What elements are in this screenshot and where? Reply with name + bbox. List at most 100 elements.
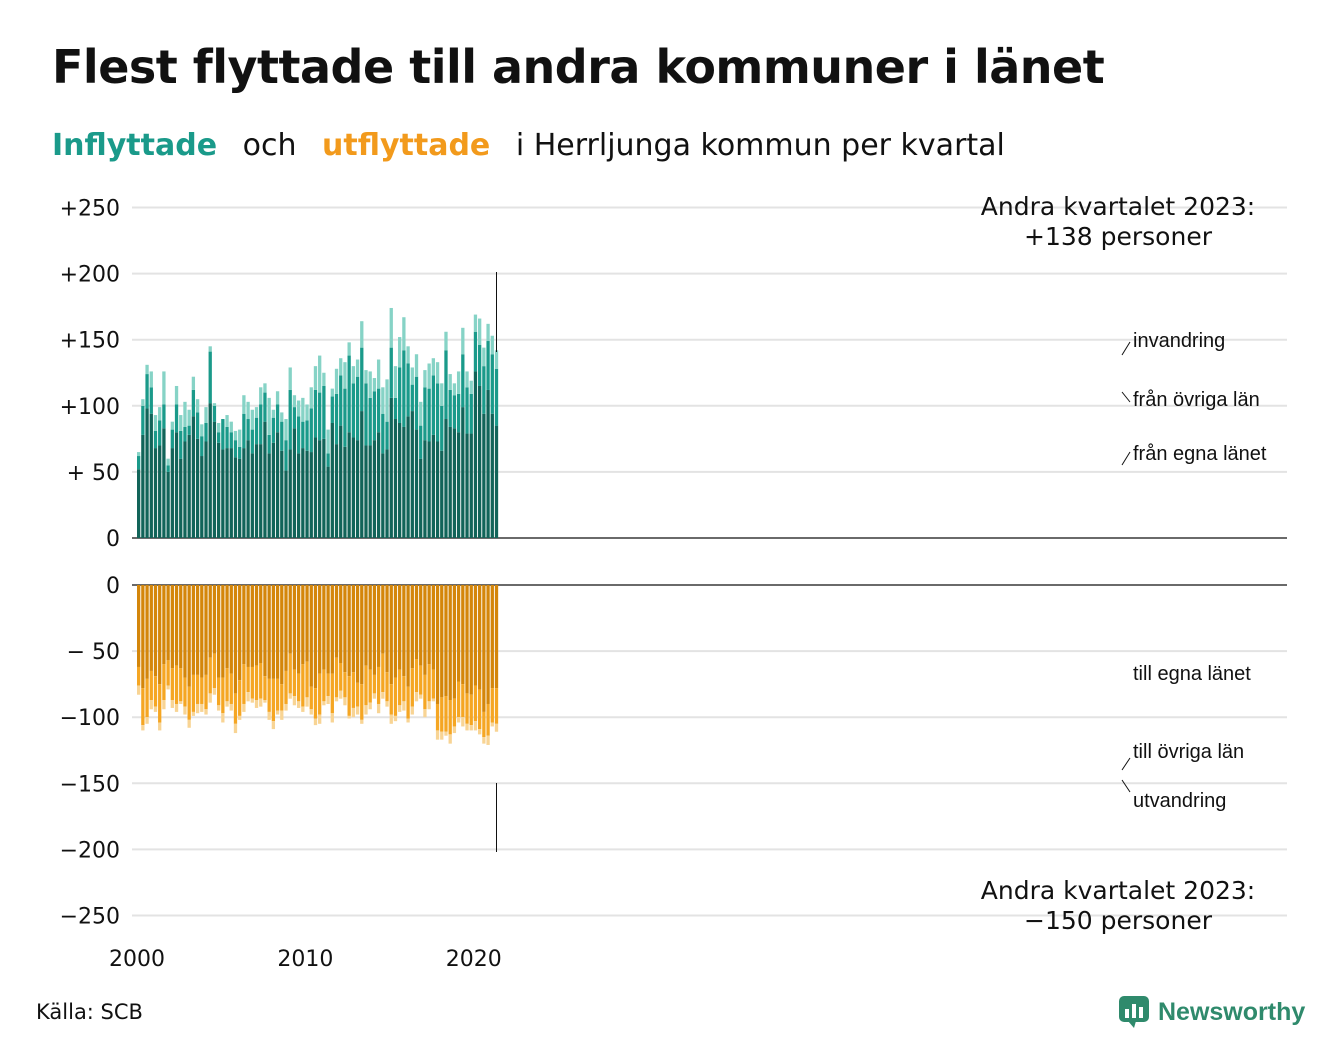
bar-inflow-other-counties <box>343 388 347 447</box>
bar-outflow-emigration <box>170 700 174 708</box>
bar-inflow-immigration <box>288 367 292 390</box>
bar-inflow-immigration <box>318 355 322 393</box>
bar-outflow-other-counties <box>419 665 423 695</box>
bar-inflow-other-counties <box>478 344 482 386</box>
bar-outflow-other-counties <box>351 672 356 708</box>
bar-inflow-other-counties <box>141 405 145 435</box>
bar-inflow-immigration <box>137 452 141 457</box>
bar-inflow-own-county <box>259 444 263 538</box>
bar-inflow-immigration <box>334 368 339 394</box>
bar-inflow-other-counties <box>271 417 276 443</box>
bar-inflow-other-counties <box>406 363 410 417</box>
subtitle-rest: i Herrljunga kommun per kvartal <box>515 128 1005 163</box>
bar-inflow-immigration <box>389 307 393 348</box>
bar-outflow-emigration <box>191 711 196 716</box>
bar-inflow-own-county <box>465 433 469 538</box>
bar-inflow-own-county <box>183 441 187 538</box>
bar-outflow-other-counties <box>486 703 490 736</box>
y-tick-label-bottom: −150 <box>60 772 120 797</box>
bar-outflow-other-counties <box>305 661 309 698</box>
bar-outflow-emigration <box>153 706 158 712</box>
bar-inflow-other-counties <box>246 419 250 441</box>
bar-outflow-other-counties <box>393 677 398 716</box>
bar-outflow-own-county <box>410 585 414 669</box>
bar-outflow-other-counties <box>478 689 482 730</box>
bar-inflow-immigration <box>174 385 179 405</box>
bar-inflow-immigration <box>410 367 414 385</box>
bar-outflow-emigration <box>242 703 246 712</box>
y-tick-label-bottom: −200 <box>60 838 120 863</box>
bar-inflow-other-counties <box>153 430 158 449</box>
bar-outflow-emigration <box>174 703 179 712</box>
bar-outflow-other-counties <box>141 688 145 726</box>
bar-inflow-other-counties <box>191 389 196 417</box>
bar-outflow-other-counties <box>216 677 221 706</box>
bar-inflow-immigration <box>145 364 149 375</box>
bar-outflow-emigration <box>393 715 398 722</box>
bar-outflow-own-county <box>221 585 225 678</box>
bar-outflow-own-county <box>322 585 326 670</box>
bar-outflow-own-county <box>153 585 158 677</box>
bar-inflow-own-county <box>444 419 448 538</box>
x-tick-label: 2020 <box>446 947 502 972</box>
bar-outflow-other-counties <box>482 711 486 738</box>
bar-outflow-other-counties <box>448 700 452 735</box>
bar-inflow-own-county <box>141 434 145 538</box>
bar-outflow-emigration <box>179 701 183 704</box>
bar-inflow-own-county <box>385 449 389 538</box>
bar-inflow-other-counties <box>259 404 263 445</box>
bar-outflow-other-counties <box>322 669 326 702</box>
bar-inflow-other-counties <box>339 375 343 426</box>
bar-inflow-other-counties <box>318 392 322 441</box>
bar-inflow-own-county <box>250 453 254 538</box>
bar-inflow-immigration <box>452 383 457 396</box>
bar-outflow-own-county <box>355 585 360 683</box>
bar-inflow-immigration <box>179 415 183 431</box>
bar-outflow-other-counties <box>158 684 162 723</box>
bar-inflow-other-counties <box>389 347 393 398</box>
y-tick-label-bottom: −100 <box>60 706 120 731</box>
bar-inflow-other-counties <box>351 383 356 438</box>
bar-inflow-own-county <box>490 413 494 538</box>
bar-inflow-immigration <box>259 387 263 405</box>
bar-inflow-own-county <box>292 428 297 538</box>
bar-inflow-immigration <box>461 327 465 355</box>
bar-outflow-emigration <box>326 696 330 704</box>
bar-outflow-other-counties <box>296 673 301 702</box>
bar-outflow-other-counties <box>292 669 297 697</box>
bar-outflow-emigration <box>423 709 427 718</box>
bar-outflow-emigration <box>149 700 153 710</box>
bar-outflow-emigration <box>351 707 356 718</box>
bar-inflow-own-county <box>212 421 217 538</box>
bar-inflow-immigration <box>250 409 254 430</box>
bar-outflow-own-county <box>183 585 187 678</box>
bar-inflow-immigration <box>212 403 217 406</box>
bar-outflow-emigration <box>402 701 406 711</box>
bar-inflow-immigration <box>271 409 276 418</box>
chart-title: Flest flyttade till andra kommuner i län… <box>52 40 1105 94</box>
series-label-inflow-other-counties-leader <box>1121 391 1131 403</box>
bar-inflow-other-counties <box>465 387 469 434</box>
bar-inflow-own-county <box>187 434 191 538</box>
bar-outflow-own-county <box>216 585 221 678</box>
bar-inflow-immigration <box>473 314 478 332</box>
bar-inflow-immigration <box>381 387 385 414</box>
bar-inflow-other-counties <box>423 387 427 441</box>
bar-outflow-emigration <box>343 697 347 706</box>
bar-outflow-other-counties <box>427 664 431 702</box>
bar-inflow-own-county <box>355 440 360 538</box>
bar-outflow-emigration <box>238 715 242 720</box>
bar-inflow-other-counties <box>410 384 414 412</box>
bar-outflow-emigration <box>221 713 225 723</box>
bar-inflow-own-county <box>364 445 368 538</box>
bar-inflow-own-county <box>360 411 364 538</box>
bar-outflow-own-county <box>419 585 423 666</box>
bar-outflow-emigration <box>389 714 393 724</box>
bar-inflow-own-county <box>242 448 246 538</box>
bar-inflow-immigration <box>275 391 280 405</box>
bar-outflow-other-counties <box>238 680 242 716</box>
bar-outflow-other-counties <box>469 694 473 726</box>
bar-outflow-emigration <box>233 723 238 734</box>
bar-inflow-own-county <box>263 421 267 538</box>
bar-inflow-immigration <box>368 371 372 398</box>
